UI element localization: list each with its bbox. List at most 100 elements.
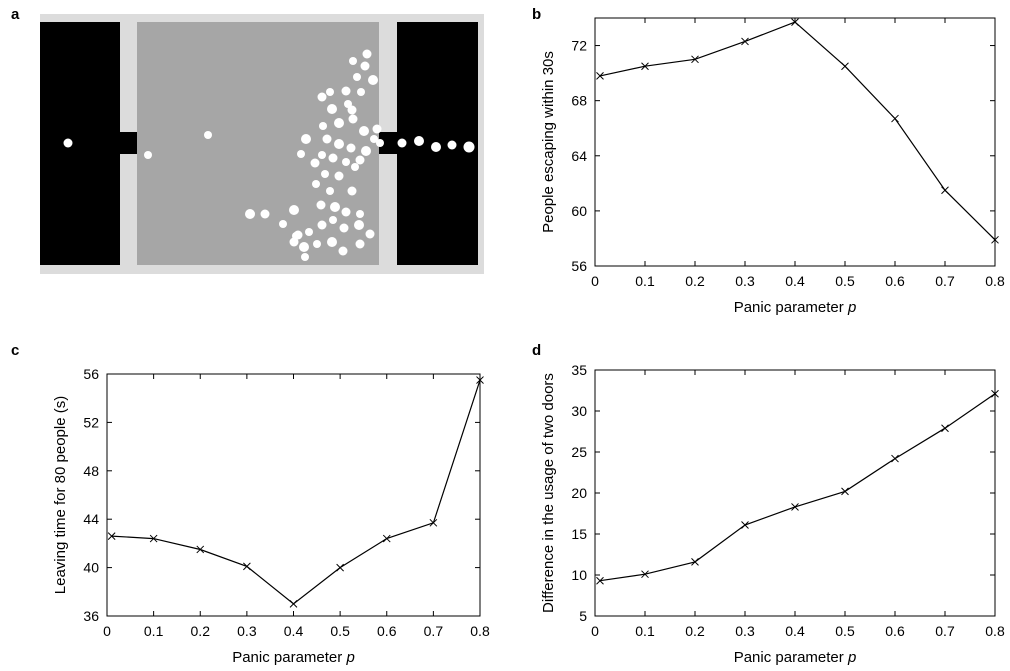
pedestrian-dot-icon <box>357 88 365 96</box>
panel-letter-a: a <box>11 6 20 23</box>
pedestrian-dot-icon <box>353 73 361 81</box>
x-tick-label: 0 <box>103 623 111 639</box>
pedestrian-dot-icon <box>414 136 424 146</box>
left-wall-block <box>40 22 120 265</box>
pedestrian-dot-icon <box>327 104 337 114</box>
x-tick-label: 0.7 <box>424 623 444 639</box>
x-tick-label: 0.2 <box>685 623 705 639</box>
pedestrian-dot-icon <box>355 239 365 249</box>
pedestrian-dot-icon <box>359 126 369 136</box>
pedestrian-dot-icon <box>322 134 332 144</box>
pedestrian-dot-icon <box>365 229 375 239</box>
pedestrian-dot-icon <box>354 220 364 230</box>
x-marker-icon <box>149 534 158 543</box>
pedestrian-dot-icon <box>329 216 337 224</box>
x-marker-icon <box>243 562 251 571</box>
plot-frame-c <box>106 373 481 617</box>
pedestrian-dot-icon <box>341 207 351 217</box>
x-marker-icon <box>991 235 999 244</box>
x-marker-icon <box>841 62 849 71</box>
pedestrian-dot-icon <box>310 158 320 168</box>
pedestrian-dot-icon <box>317 220 327 230</box>
x-tick-label: 0.4 <box>284 623 304 639</box>
pedestrian-dot-icon <box>368 75 378 85</box>
pedestrian-dot-icon <box>279 220 287 228</box>
pedestrian-dot-icon <box>318 151 326 159</box>
pedestrian-dot-icon <box>301 134 311 144</box>
pedestrian-dot-icon <box>356 210 364 218</box>
pedestrian-dot-icon <box>289 205 299 215</box>
plot-frame-d <box>594 369 996 617</box>
x-tick-label: 0.6 <box>885 623 905 639</box>
x-tick-label: 0.4 <box>785 623 805 639</box>
x-marker-icon <box>941 424 949 433</box>
y-tick-label: 60 <box>571 203 587 219</box>
series-line-b <box>599 21 996 241</box>
pedestrian-dot-icon <box>327 237 337 247</box>
y-tick-label: 56 <box>83 366 99 382</box>
room-simulation-illustration <box>40 14 484 274</box>
pedestrian-dot-icon <box>313 240 321 248</box>
pedestrian-dot-icon <box>334 171 344 181</box>
y-tick-label: 25 <box>571 444 587 460</box>
x-marker-icon <box>691 55 699 64</box>
pedestrian-dot-icon <box>376 139 384 147</box>
x-tick-label: 0.8 <box>985 623 1005 639</box>
pedestrian-dot-icon <box>321 170 329 178</box>
pedestrian-dot-icon <box>339 223 349 233</box>
pedestrian-dot-icon <box>347 105 357 115</box>
pedestrian-dot-icon <box>347 186 357 196</box>
x-tick-label: 0.6 <box>377 623 397 639</box>
x-tick-label: 0 <box>591 273 599 289</box>
pedestrian-dot-icon <box>397 138 407 148</box>
pedestrian-dot-icon <box>341 86 351 96</box>
pedestrian-dot-icon <box>344 100 352 108</box>
x-marker-icon <box>891 114 899 123</box>
x-tick-label: 0.8 <box>470 623 490 639</box>
pedestrian-dot-icon <box>463 141 475 153</box>
x-marker-icon <box>289 600 298 608</box>
x-tick-label: 0.2 <box>685 273 705 289</box>
pedestrian-dot-icon <box>316 200 326 210</box>
x-tick-label: 0.6 <box>885 273 905 289</box>
pedestrian-group <box>63 49 475 261</box>
pedestrian-dot-icon <box>361 146 371 156</box>
y-tick-label: 72 <box>571 38 587 54</box>
x-marker-icon <box>941 186 949 195</box>
y-axis-label-d: Difference in the usage of two doors <box>540 373 557 613</box>
pedestrian-dot-icon <box>319 122 327 130</box>
pedestrian-dot-icon <box>301 253 309 261</box>
x-tick-label: 0.4 <box>785 273 805 289</box>
pedestrian-dot-icon <box>312 180 320 188</box>
pedestrian-dot-icon <box>144 151 152 159</box>
x-marker-icon <box>196 545 205 554</box>
x-tick-label: 0 <box>591 623 599 639</box>
pedestrian-dot-icon <box>204 131 212 139</box>
series-line-c <box>111 379 481 605</box>
y-tick-label: 44 <box>83 511 99 527</box>
pedestrian-dot-icon <box>317 92 327 102</box>
x-tick-label: 0.7 <box>935 623 955 639</box>
pedestrian-dot-icon <box>334 139 344 149</box>
pedestrian-dot-icon <box>431 142 441 152</box>
x-marker-icon <box>429 518 438 527</box>
x-marker-icon <box>791 503 799 511</box>
y-tick-label: 52 <box>83 414 99 430</box>
pedestrian-dot-icon <box>342 158 350 166</box>
x-axis-label-c: Panic parameter p <box>232 649 355 666</box>
pedestrian-dot-icon <box>330 202 340 212</box>
x-tick-label: 0.1 <box>144 623 164 639</box>
x-marker-icon <box>476 376 484 384</box>
y-tick-label: 20 <box>571 485 587 501</box>
x-marker-icon <box>691 558 699 566</box>
y-tick-label: 5 <box>579 608 587 624</box>
x-marker-icon <box>991 389 999 398</box>
x-axis-label-d: Panic parameter p <box>734 649 857 666</box>
pedestrian-dot-icon <box>346 143 356 153</box>
pedestrian-dot-icon <box>305 228 313 236</box>
x-marker-icon <box>596 72 604 80</box>
pedestrian-dot-icon <box>370 135 378 143</box>
y-tick-label: 56 <box>571 258 587 274</box>
x-tick-label: 0.2 <box>191 623 211 639</box>
pedestrian-dot-icon <box>326 187 334 195</box>
